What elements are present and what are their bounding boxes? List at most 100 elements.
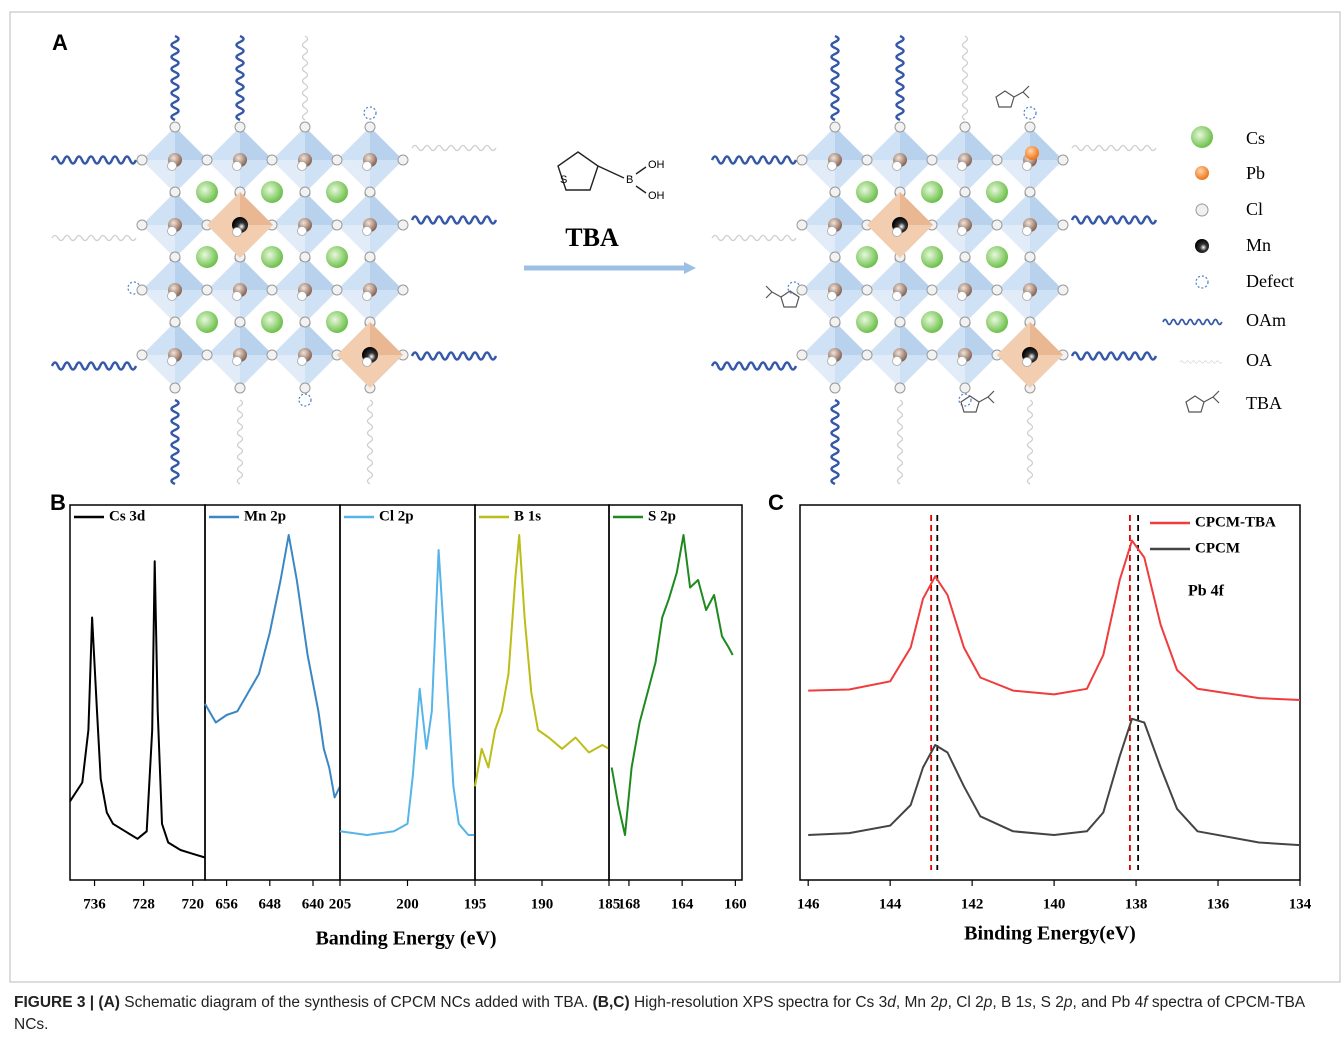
decoration	[995, 85, 1030, 108]
x-tick-label: 142	[961, 896, 984, 912]
legend-label: Cs	[1246, 128, 1265, 148]
reagent-label: TBA	[565, 223, 619, 252]
legend-label: Cs 3d	[109, 508, 146, 524]
x-tick-label: 164	[671, 896, 694, 912]
annotation: Pb 4f	[1188, 583, 1225, 600]
spectrum-line	[204, 534, 341, 799]
legend-icons	[1162, 126, 1223, 413]
spectrum-line	[474, 534, 610, 787]
legend-label: S 2p	[648, 508, 676, 524]
x-tick-label: 140	[1043, 896, 1066, 912]
legend: Cs Pb Cl Mn Defect OAm OA TBA	[1246, 128, 1294, 413]
caption-text: , B 1	[992, 994, 1025, 1011]
chart: 168 164 160 S 2p	[608, 504, 747, 912]
x-axis-label: Banding Energy (eV)	[315, 928, 496, 950]
legend-label: B 1s	[514, 508, 541, 524]
x-tick-label: 648	[259, 896, 282, 912]
decoration	[635, 185, 647, 194]
decoration	[1195, 203, 1209, 217]
legend-label: Cl 2p	[379, 508, 414, 524]
decoration	[1162, 318, 1223, 326]
x-tick-label: 185	[598, 896, 621, 912]
legend-label: TBA	[1246, 393, 1282, 413]
caption-text: Schematic diagram of the synthesis of CP…	[119, 994, 593, 1011]
x-tick-label: 160	[724, 896, 747, 912]
decoration	[1191, 126, 1213, 148]
caption-text: f	[1143, 994, 1148, 1011]
spectrum-line	[808, 717, 1301, 847]
x-tick-label: 656	[215, 896, 238, 912]
decoration	[635, 166, 647, 175]
plot-frame	[608, 504, 743, 881]
caption-text: High-resolution XPS spectra for Cs 3	[629, 994, 888, 1011]
x-tick-label: 136	[1207, 896, 1230, 912]
panel-label: A	[52, 30, 68, 55]
caption-text: , Cl 2	[947, 994, 984, 1011]
chart: 195 190 185 B 1s	[464, 504, 621, 912]
plot-frame	[474, 504, 610, 881]
panel-label: B	[50, 490, 66, 515]
decoration	[1025, 146, 1039, 160]
spectrum-line	[808, 539, 1301, 701]
legend-label: Mn 2p	[244, 508, 286, 524]
lattice-before	[52, 36, 496, 484]
decoration	[1195, 239, 1209, 253]
x-tick-label: 728	[132, 896, 155, 912]
legend-label: Pb	[1246, 163, 1265, 183]
legend-label: CPCM-TBA	[1195, 514, 1276, 530]
reagent: S B OH OH TBA	[524, 151, 696, 274]
spectrum-line	[610, 534, 734, 836]
atom-label: OH	[648, 159, 665, 171]
decoration	[597, 165, 625, 179]
legend-label: Cl	[1246, 199, 1263, 219]
panel-label: C	[768, 490, 784, 515]
atom-label: OH	[648, 190, 665, 202]
legend-label: OAm	[1246, 310, 1286, 330]
plot-frame	[799, 504, 1301, 881]
spectrum-line	[69, 560, 206, 859]
caption: FIGURE 3 | (A) Schematic diagram of the …	[14, 992, 1314, 1036]
caption-text: p	[938, 994, 948, 1011]
x-tick-label: 205	[329, 896, 352, 912]
x-tick-label: 138	[1125, 896, 1148, 912]
caption-text: p	[983, 994, 993, 1011]
plot-frame	[204, 504, 341, 881]
caption-text: , Mn 2	[895, 994, 939, 1011]
x-tick-label: 720	[181, 896, 204, 912]
legend-label: Mn	[1246, 235, 1271, 255]
chart: 205 200 Cl 2p	[329, 504, 476, 912]
decoration	[1195, 166, 1209, 180]
x-tick-label: 134	[1289, 896, 1312, 912]
legend-label: Defect	[1246, 271, 1294, 291]
caption-text: d	[887, 994, 896, 1011]
x-tick-label: 144	[879, 896, 902, 912]
x-tick-label: 190	[531, 896, 554, 912]
x-tick-label: 146	[797, 896, 820, 912]
figure: A S B OH OH TBA Cs Pb Cl Mn Defect OAm OA TBA B…	[9, 11, 1341, 983]
chart: 656 648 640 Mn 2p	[204, 504, 341, 912]
frame	[9, 11, 1341, 983]
x-tick-label: 195	[464, 896, 487, 912]
decoration	[797, 122, 1068, 393]
caption-text: spectra of CPCM-TBA NCs.	[14, 994, 1305, 1033]
caption-text: s	[1024, 994, 1033, 1011]
caption-text: p	[1063, 994, 1073, 1011]
x-tick-label: 640	[302, 896, 325, 912]
decoration	[557, 151, 599, 191]
chart: 736 728 720 Cs 3d	[69, 504, 206, 912]
caption-text: , S 2	[1032, 994, 1064, 1011]
decoration	[1195, 275, 1209, 289]
decoration	[684, 262, 696, 274]
lattice-after	[712, 36, 1156, 484]
spectrum-line	[339, 549, 475, 836]
atom-label: S	[560, 174, 567, 186]
decoration	[1185, 390, 1220, 413]
caption-text: (B,C)	[592, 994, 630, 1011]
decoration	[137, 122, 408, 393]
chart: 146 144 142 140 138 136 134 CPCM-TBA CPCM	[797, 504, 1312, 912]
x-tick-label: 200	[396, 896, 419, 912]
atom-label: B	[626, 174, 633, 186]
x-tick-label: 736	[83, 896, 106, 912]
decoration	[1179, 360, 1223, 364]
